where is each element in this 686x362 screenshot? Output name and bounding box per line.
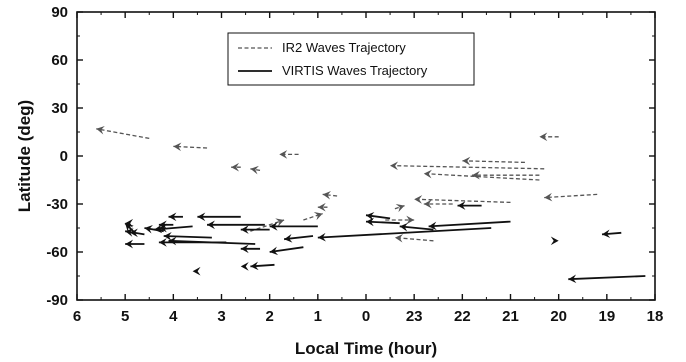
virtis-arrowhead bbox=[399, 222, 408, 232]
ir2-arrowhead bbox=[394, 233, 404, 243]
virtis-arrowhead bbox=[144, 225, 153, 234]
x-tick-label: 22 bbox=[454, 308, 471, 325]
y-tick-label: 30 bbox=[51, 100, 68, 117]
ir2-arrowhead bbox=[395, 203, 405, 213]
ir2-arrowhead bbox=[406, 215, 415, 225]
virtis-arrowhead bbox=[250, 261, 259, 271]
x-tick-label: 6 bbox=[73, 308, 81, 325]
ir2-trajectory-line bbox=[414, 198, 511, 204]
ir2-trajectory-line bbox=[250, 219, 285, 232]
ir2-arrowhead bbox=[471, 170, 480, 180]
virtis-arrowhead bbox=[125, 228, 134, 237]
ir2-arrowhead bbox=[544, 192, 553, 202]
ir2-arrowhead bbox=[322, 190, 331, 200]
virtis-arrowhead bbox=[158, 238, 167, 247]
ir2-arrowhead bbox=[275, 218, 285, 227]
ir2-trajectory-line bbox=[462, 160, 525, 164]
plot-area bbox=[96, 125, 646, 284]
ir2-arrowhead bbox=[317, 202, 326, 212]
y-axis-title: Latitude (deg) bbox=[15, 100, 34, 212]
virtis-arrowhead bbox=[125, 218, 134, 228]
ir2-arrowhead bbox=[423, 169, 432, 179]
ir2-arrowhead bbox=[462, 156, 471, 166]
x-tick-label: 0 bbox=[362, 308, 370, 325]
ir2-arrowhead bbox=[313, 211, 323, 221]
ir2-trajectory-line bbox=[544, 193, 598, 199]
y-tick-label: 0 bbox=[60, 148, 68, 165]
ir2-arrowhead bbox=[231, 162, 240, 172]
virtis-arrowhead bbox=[240, 225, 249, 234]
x-tick-label: 23 bbox=[406, 308, 423, 325]
x-tick-label: 1 bbox=[314, 308, 322, 325]
ir2-arrowhead bbox=[390, 161, 399, 171]
legend-box bbox=[227, 32, 475, 86]
virtis-arrowhead bbox=[158, 223, 167, 233]
ir2-arrowhead bbox=[173, 142, 182, 152]
y-tick-label: 90 bbox=[51, 4, 68, 21]
virtis-arrowhead bbox=[168, 212, 177, 222]
virtis-arrowhead bbox=[163, 231, 172, 241]
legend-label-ir2: IR2 Waves Trajectory bbox=[282, 40, 406, 55]
ir2-arrowhead bbox=[279, 150, 288, 159]
virtis-arrowhead bbox=[284, 234, 293, 243]
virtis-arrowhead bbox=[192, 266, 201, 276]
ir2-arrowhead bbox=[250, 165, 259, 175]
tick-marks bbox=[76, 11, 656, 301]
x-tick-label: 2 bbox=[265, 308, 273, 325]
virtis-arrowhead bbox=[240, 262, 249, 271]
x-tick-label: 21 bbox=[502, 308, 519, 325]
ir2-arrowhead bbox=[423, 199, 432, 209]
x-tick-label: 4 bbox=[169, 308, 178, 325]
virtis-arrowhead bbox=[154, 224, 163, 234]
virtis-arrowhead bbox=[568, 274, 577, 284]
ir2-trajectory-line bbox=[173, 145, 208, 149]
virtis-arrowhead bbox=[125, 223, 134, 232]
x-tick-label: 20 bbox=[550, 308, 567, 325]
virtis-trajectory-line bbox=[568, 275, 646, 281]
virtis-arrowhead bbox=[366, 211, 375, 221]
virtis-arrowhead bbox=[129, 228, 138, 238]
virtis-arrowhead bbox=[317, 232, 326, 242]
virtis-arrowhead bbox=[366, 217, 375, 227]
virtis-trajectory-line bbox=[153, 225, 193, 231]
ir2-trajectory-line bbox=[423, 172, 540, 181]
virtis-trajectory-line bbox=[428, 220, 511, 228]
legend: IR2 Waves Trajectory VIRTIS Waves Trajec… bbox=[227, 32, 475, 86]
ir2-arrowhead bbox=[414, 195, 423, 204]
x-axis-title: Local Time (hour) bbox=[295, 339, 437, 358]
virtis-arrowhead bbox=[602, 229, 611, 239]
virtis-arrowhead bbox=[550, 236, 559, 246]
x-tick-label: 18 bbox=[647, 308, 664, 325]
legend-label-virtis: VIRTIS Waves Trajectory bbox=[282, 63, 428, 78]
ir2-arrowhead bbox=[539, 132, 548, 142]
virtis-arrowhead bbox=[269, 222, 278, 231]
virtis-trajectory-line bbox=[269, 246, 304, 253]
virtis-arrowhead bbox=[158, 220, 167, 230]
virtis-arrowhead bbox=[125, 239, 134, 249]
virtis-trajectory-line bbox=[317, 227, 492, 239]
virtis-trajectory-line bbox=[163, 235, 212, 239]
x-tick-label: 3 bbox=[217, 308, 225, 325]
ir2-trajectory-line bbox=[96, 128, 150, 140]
virtis-arrowhead bbox=[207, 220, 215, 230]
virtis-arrowhead bbox=[197, 212, 206, 222]
ir2-trajectory-line bbox=[390, 164, 545, 170]
y-tick-label: -60 bbox=[46, 244, 68, 261]
virtis-arrowhead bbox=[269, 246, 279, 256]
x-tick-label: 5 bbox=[121, 308, 129, 325]
y-tick-label: -90 bbox=[46, 292, 68, 309]
virtis-arrowhead bbox=[457, 201, 466, 210]
y-tick-label: 60 bbox=[51, 52, 68, 69]
virtis-trajectory-line bbox=[365, 220, 400, 225]
virtis-trajectory-line bbox=[399, 225, 434, 231]
y-tick-label: -30 bbox=[46, 196, 68, 213]
virtis-arrowhead bbox=[428, 221, 437, 231]
x-tick-label: 19 bbox=[598, 308, 615, 325]
ir2-arrowhead bbox=[96, 125, 105, 135]
virtis-arrowhead bbox=[240, 244, 249, 254]
ir2-trajectory-line bbox=[322, 193, 338, 197]
